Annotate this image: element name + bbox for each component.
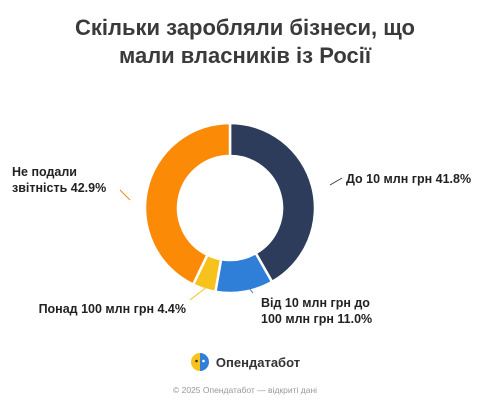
donut-slice-3	[143, 121, 232, 287]
slice-label-3: Не подали звітність 42.9%	[12, 165, 106, 195]
slice-label-0: До 10 млн грн 41.8%	[346, 172, 471, 186]
leader-line-2	[189, 285, 209, 301]
leader-line-3	[119, 189, 131, 201]
title-line-1: Скільки заробляли бізнеси, що	[75, 15, 415, 40]
donut-slice-0	[228, 121, 317, 284]
slice-label-1: Від 10 млн грн до 100 млн грн 11.0%	[261, 296, 372, 326]
opendatabot-logo-icon	[190, 353, 209, 371]
footer-copyright: © 2025 Опендатабот — відкриті дані	[172, 385, 318, 395]
brand: Опендатабот	[0, 352, 490, 372]
chart-title: Скільки заробляли бізнеси, що мали власн…	[0, 14, 490, 70]
brand-name: Опендатабот	[215, 354, 301, 370]
slice-label-2: Понад 100 млн грн 4.4%	[39, 302, 186, 316]
leader-line-1	[244, 282, 254, 294]
leader-line-0	[329, 177, 343, 186]
title-line-2: мали власників із Росії	[118, 43, 372, 68]
